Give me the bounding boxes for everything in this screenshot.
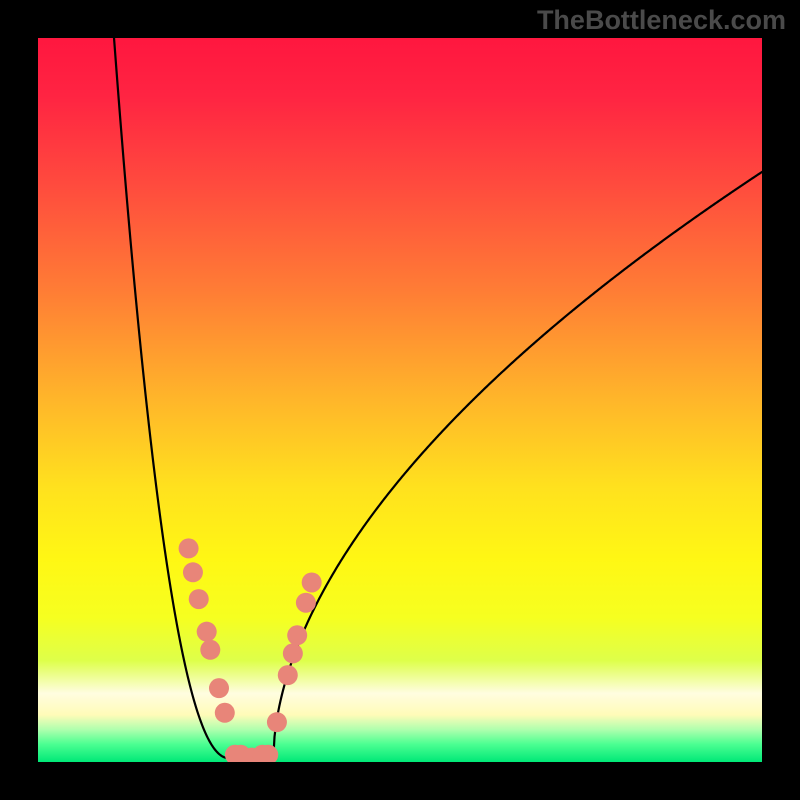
data-marker [197,622,217,642]
data-marker [189,589,209,609]
data-marker [179,538,199,558]
data-marker [209,678,229,698]
data-marker [287,625,307,645]
data-marker [215,703,235,723]
data-marker [302,572,322,592]
data-marker [267,712,287,732]
data-marker [200,640,220,660]
chart-svg [38,38,762,762]
watermark-label: TheBottleneck.com [537,5,786,36]
data-marker [278,665,298,685]
data-marker [183,562,203,582]
plot-area [38,38,762,762]
data-marker [283,643,303,663]
data-marker [296,593,316,613]
